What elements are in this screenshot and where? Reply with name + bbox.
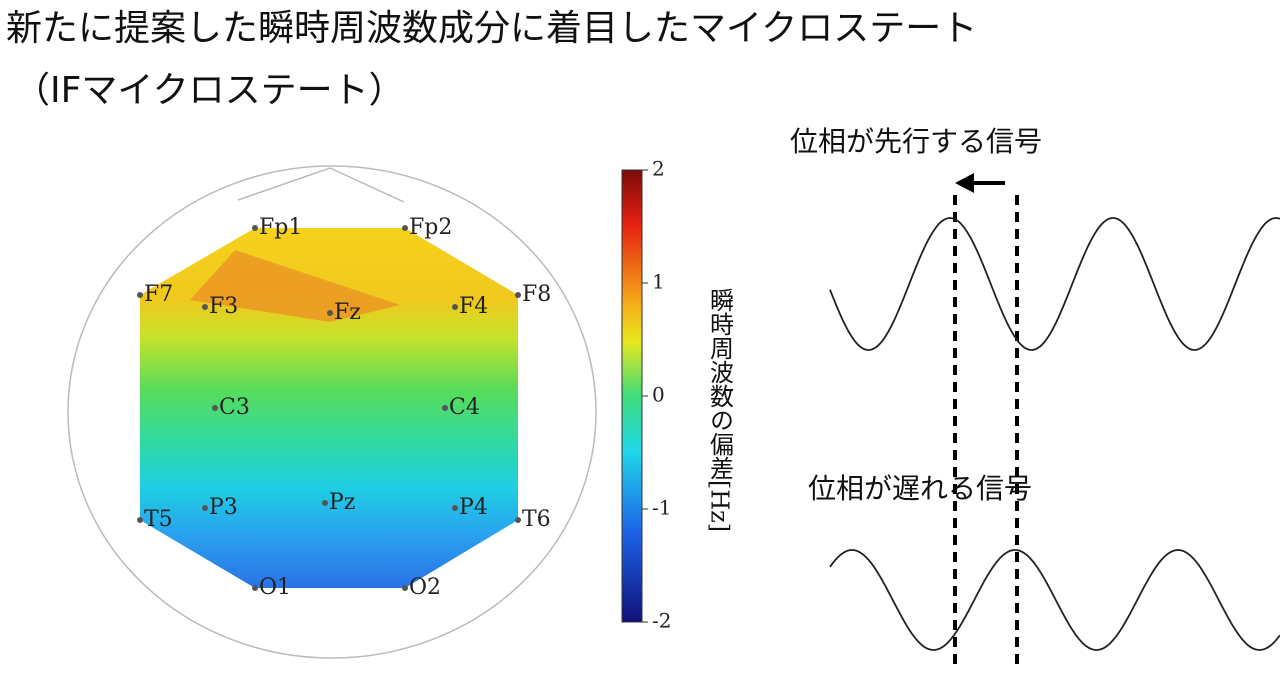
- electrode-label: T6: [522, 507, 551, 532]
- title: 新たに提案した瞬時周波数成分に着目したマイクロステート: [6, 8, 977, 49]
- electrode-label: C4: [449, 395, 480, 420]
- topomap: [140, 228, 518, 588]
- electrode-dot: [327, 310, 333, 316]
- electrode-label: F7: [144, 282, 173, 307]
- electrode-label: O2: [409, 575, 441, 600]
- electrode-label: F8: [522, 282, 551, 307]
- electrode-label: Fp1: [259, 215, 302, 240]
- electrode-dot: [137, 517, 143, 523]
- colorbar: [621, 169, 643, 623]
- electrode-label: Fz: [334, 300, 361, 325]
- nose: [237, 167, 405, 203]
- electrode-dot: [137, 292, 143, 298]
- colorbar-tick-label: 2: [652, 157, 665, 181]
- electrode-label: O1: [259, 575, 291, 600]
- wave: [829, 217, 1280, 351]
- electrode-dot: [452, 505, 458, 511]
- electrode-label: P3: [209, 495, 238, 520]
- electrode-dot: [452, 304, 458, 310]
- arrow-head: [955, 173, 974, 193]
- colorbar-label: 瞬時周波数の偏差[Hz]: [706, 288, 734, 532]
- electrode-dot: [515, 292, 521, 298]
- electrode-label: Fp2: [409, 215, 452, 240]
- signal-label: 位相が遅れる信号: [808, 472, 1032, 505]
- signal-label: 位相が先行する信号: [790, 125, 1042, 158]
- electrode-dot: [515, 517, 521, 523]
- electrode-dot: [402, 225, 408, 231]
- electrode-dot: [322, 500, 328, 506]
- electrode-label: P4: [459, 495, 488, 520]
- electrode-dot: [442, 405, 448, 411]
- electrode-label: T5: [144, 507, 173, 532]
- head-outline: [67, 165, 597, 659]
- electrode-label: Pz: [329, 490, 355, 515]
- electrode-label: F3: [209, 294, 238, 319]
- electrode-dot: [252, 225, 258, 231]
- colorbar-tick-label: -1: [652, 496, 671, 520]
- topomap-peak: [190, 250, 400, 322]
- electrode-dot: [212, 405, 218, 411]
- electrode-dot: [202, 304, 208, 310]
- subtitle: （IFマイクロステート）: [14, 70, 405, 111]
- electrode-label: F4: [459, 294, 488, 319]
- colorbar-tick-label: -2: [652, 609, 671, 633]
- electrode-dot: [202, 505, 208, 511]
- colorbar-tick-label: 0: [652, 383, 665, 407]
- electrode-dot: [402, 585, 408, 591]
- electrode-label: C3: [219, 395, 250, 420]
- wave: [829, 549, 1280, 651]
- electrode-dot: [252, 585, 258, 591]
- colorbar-tick-label: 1: [652, 270, 665, 294]
